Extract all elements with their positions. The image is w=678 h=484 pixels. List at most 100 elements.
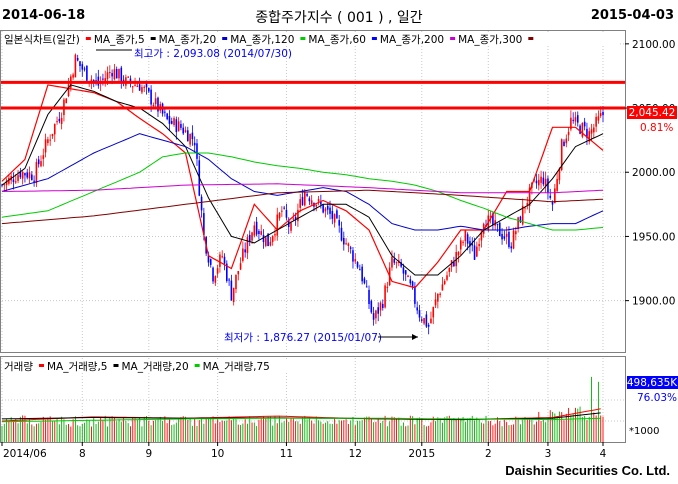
candle-body bbox=[301, 196, 304, 205]
candle-body bbox=[567, 131, 570, 136]
candle-body bbox=[558, 168, 561, 181]
candle-body bbox=[418, 310, 421, 318]
candle-body bbox=[260, 231, 263, 235]
start-date: 2014-06-18 bbox=[2, 8, 86, 23]
candle-body bbox=[56, 121, 58, 123]
ma-line bbox=[1, 84, 604, 276]
candle-body bbox=[521, 205, 524, 225]
candle-body bbox=[306, 193, 308, 196]
candle-body bbox=[143, 86, 146, 88]
candle-body bbox=[237, 271, 240, 275]
candle-body bbox=[370, 300, 373, 313]
candle-body bbox=[141, 87, 143, 93]
volume-bars bbox=[1, 376, 604, 442]
candle-body bbox=[361, 266, 363, 282]
candle-body bbox=[92, 80, 95, 82]
candle-body bbox=[535, 180, 538, 184]
candle-body bbox=[5, 180, 8, 186]
candle-body bbox=[503, 236, 506, 239]
end-date: 2015-04-03 bbox=[590, 8, 674, 23]
volume-percent: 76.03% bbox=[637, 392, 677, 404]
candle-body bbox=[322, 204, 324, 213]
candle-body bbox=[235, 274, 237, 290]
candle-body bbox=[590, 129, 593, 134]
date-tick-label: 2014/06 bbox=[3, 448, 47, 460]
candle-body bbox=[556, 178, 558, 191]
candle-body bbox=[526, 203, 529, 206]
candle-body bbox=[19, 171, 22, 178]
candle-body bbox=[115, 68, 118, 79]
last-volume: 498,635K bbox=[627, 377, 678, 389]
candle-body bbox=[118, 68, 120, 79]
candle-body bbox=[588, 131, 591, 142]
candle-body bbox=[212, 267, 214, 282]
candle-body bbox=[315, 204, 318, 207]
candle-body bbox=[528, 187, 531, 207]
candle-body bbox=[95, 80, 97, 82]
candle-body bbox=[324, 208, 327, 212]
candle-body bbox=[113, 69, 116, 80]
candle-body bbox=[459, 240, 462, 250]
candle-body bbox=[303, 191, 306, 206]
candle-body bbox=[196, 143, 198, 159]
candle-body bbox=[508, 231, 510, 248]
candle-body bbox=[120, 67, 123, 83]
candle-body bbox=[47, 139, 49, 144]
candle-body bbox=[74, 54, 77, 78]
candle-body bbox=[90, 79, 93, 83]
candle-body bbox=[331, 210, 334, 219]
candle-body bbox=[446, 275, 448, 280]
candle-body bbox=[168, 115, 171, 124]
candle-body bbox=[448, 267, 451, 272]
candle-body bbox=[157, 97, 159, 112]
legend-label: MA_종가,300 bbox=[458, 34, 522, 46]
candle-body bbox=[131, 86, 134, 88]
candle-body bbox=[53, 124, 56, 135]
volume-unit: *1000 bbox=[629, 426, 659, 437]
candle-body bbox=[248, 234, 251, 242]
candle-body bbox=[519, 216, 522, 223]
candle-body bbox=[152, 105, 155, 107]
candle-body bbox=[547, 178, 549, 193]
candle-body bbox=[242, 248, 244, 261]
candle-body bbox=[175, 119, 178, 133]
candle-body bbox=[285, 209, 288, 218]
candle-body bbox=[515, 231, 517, 235]
candle-body bbox=[264, 237, 267, 246]
candle-body bbox=[462, 241, 464, 243]
candle-body bbox=[489, 216, 492, 218]
legend-swatch bbox=[300, 37, 306, 40]
candle-body bbox=[599, 113, 602, 117]
candle-body bbox=[232, 287, 235, 302]
volume-legend-bg bbox=[2, 359, 302, 373]
candle-body bbox=[207, 255, 210, 263]
legend-swatch bbox=[371, 37, 377, 40]
date-tick-label: 2 bbox=[485, 448, 492, 460]
candle-body bbox=[391, 256, 393, 268]
price-moving-averages bbox=[1, 84, 604, 289]
candle-body bbox=[586, 128, 588, 138]
candle-body bbox=[554, 188, 556, 204]
candle-body bbox=[37, 159, 40, 165]
candle-body bbox=[329, 207, 331, 214]
candle-body bbox=[498, 222, 501, 237]
candle-body bbox=[524, 207, 526, 209]
candle-body bbox=[81, 64, 84, 70]
price-tick-label: 2000.00 bbox=[632, 167, 675, 179]
candle-body bbox=[333, 214, 336, 223]
candle-body bbox=[336, 210, 338, 219]
candle-body bbox=[106, 72, 109, 79]
candle-body bbox=[49, 139, 51, 141]
resistance-lines bbox=[1, 80, 625, 110]
candle-body bbox=[308, 198, 311, 202]
candle-body bbox=[177, 121, 180, 132]
candle-body bbox=[482, 223, 485, 234]
candle-body bbox=[602, 111, 604, 116]
candle-body bbox=[42, 155, 45, 160]
candle-body bbox=[150, 89, 152, 105]
candle-body bbox=[104, 78, 107, 83]
candle-body bbox=[226, 263, 228, 282]
candle-body bbox=[437, 293, 439, 302]
candle-body bbox=[593, 127, 595, 133]
